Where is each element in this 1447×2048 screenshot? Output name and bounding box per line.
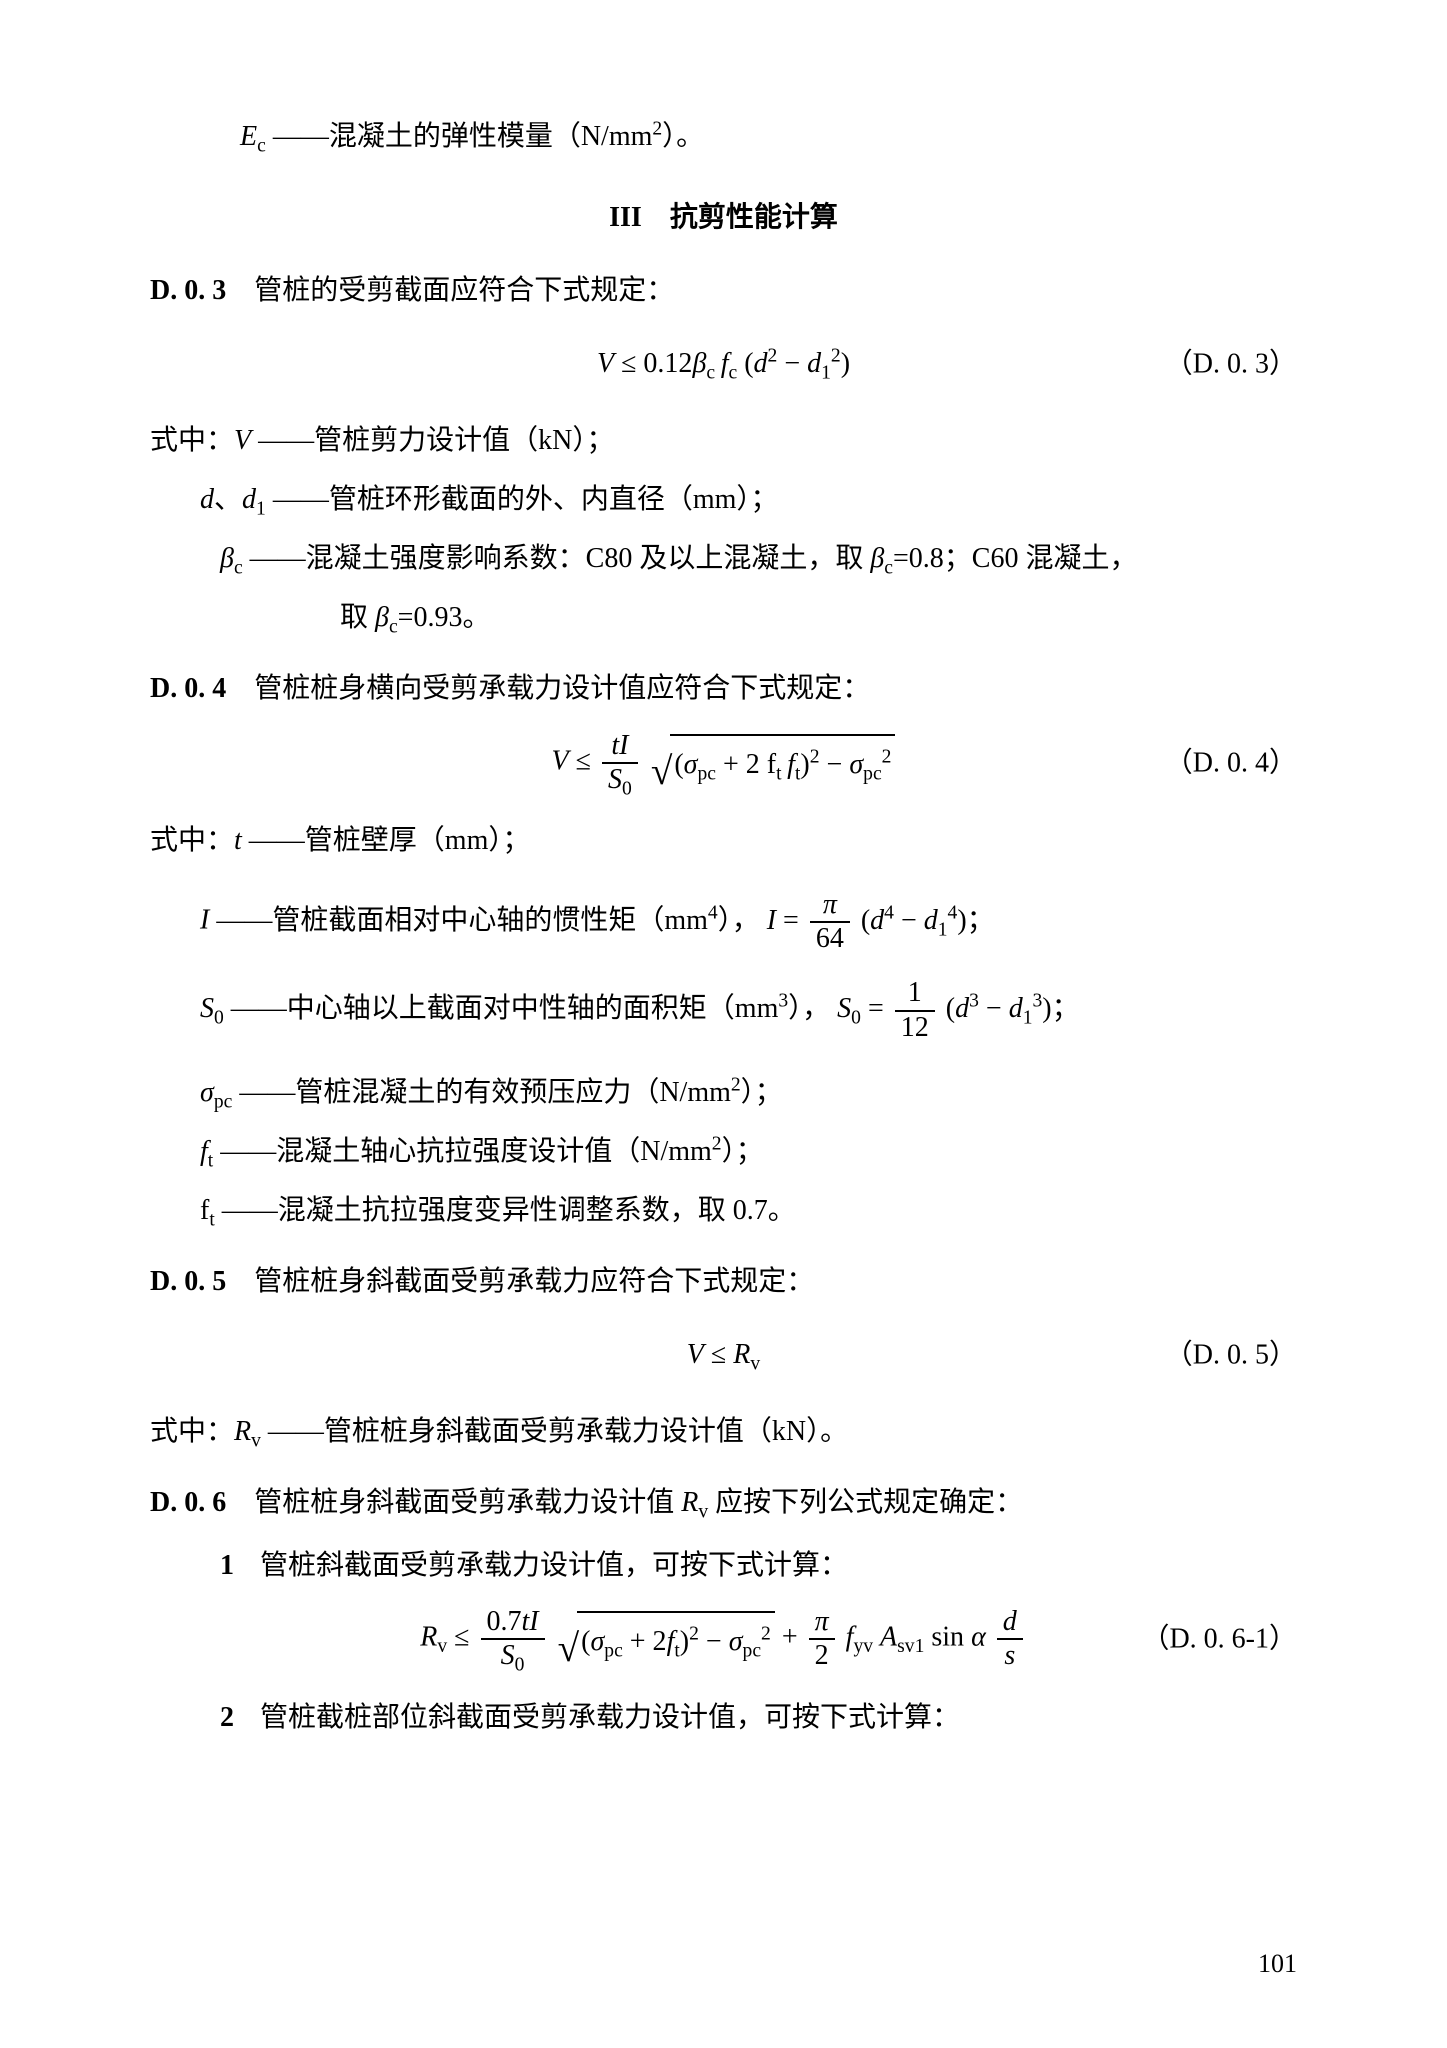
formula-d06-1: Rv ≤ 0.7tIS0 √(σpc + 2ft)2 − σpc2 + π2 f… [150,1606,1297,1672]
where-d03-text-0: ——管桩剪力设计值（kN）； [258,425,614,456]
where-d04: 式中：t ——管桩壁厚（mm）； I ——管桩截面相对中心轴的惯性矩（mm4），… [150,814,1297,1238]
formula-d06-1-tag: （D. 0. 6-1） [1141,1613,1297,1666]
clause-d04-num: D. 0. 4 [150,673,226,704]
formula-d05: V ≤ Rv （D. 0. 5） [150,1323,1297,1387]
formula-d04-tag: （D. 0. 4） [1165,736,1297,789]
where-d03: 式中：V ——管桩剪力设计值（kN）； d、d1 ——管桩环形截面的外、内直径（… [150,414,1297,645]
formula-d06-1-math: Rv ≤ 0.7tIS0 √(σpc + 2ft)2 − σpc2 + π2 f… [420,1606,1027,1672]
where-d04-sym-0: t [234,825,242,856]
where-d04-text-2: ——中心轴以上截面对中性轴的面积矩（mm3）， S0 = 112 (d3 − d… [231,993,1080,1024]
where-d03-sym-0: V [234,425,251,456]
clause-d04-text: 管桩桩身横向受剪承载力设计值应符合下式规定： [226,673,870,704]
formula-d03-math: V ≤ 0.12βc fc (d2 − d12) [597,337,850,390]
d06-item-1-text: 管桩斜截面受剪承载力设计值，可按下式计算： [260,1550,848,1581]
where-d04-text-1: ——管桩截面相对中心轴的惯性矩（mm4）， I = π64 (d4 − d14)… [216,905,994,936]
clause-d06-head: D. 0. 6 管桩桩身斜截面受剪承载力设计值 Rv 应按下列公式规定确定： [150,1476,1297,1529]
where-d05: 式中：Rv ——管桩桩身斜截面受剪承载力设计值（kN）。 [150,1405,1297,1458]
where-d04-text-5: ——混凝土抗拉强度变异性调整系数，取 0.7。 [222,1195,796,1226]
clause-d03-text: 管桩的受剪截面应符合下式规定： [226,275,674,306]
where-label-d05: 式中： [150,1416,234,1447]
where-d04-sym-2: S0 [200,993,224,1024]
section-title: III 抗剪性能计算 [150,191,1297,244]
clause-d03-head: D. 0. 3 管桩的受剪截面应符合下式规定： [150,264,1297,317]
where-d04-text-3: ——管桩混凝土的有效预压应力（N/mm2）； [239,1077,782,1108]
where-d03-text-1: ——管桩环形截面的外、内直径（mm）； [273,484,779,515]
where-d05-sym-0: Rv [234,1416,261,1447]
formula-d04: V ≤ tIS0 √(σpc + 2 ft ft)2 − σpc2 （D. 0.… [150,730,1297,796]
top-definition: Ec ——混凝土的弹性模量（N/mm2）。 [150,110,1297,163]
formula-d03-tag: （D. 0. 3） [1165,337,1297,390]
d06-item-2-num: 2 [220,1691,260,1744]
where-d04-sym-3: σpc [200,1077,232,1108]
where-d03-cont: 取 βc=0.93。 [150,591,1297,644]
top-def-text: ——混凝土的弹性模量（N/mm2）。 [273,121,704,152]
formula-d05-math: V ≤ Rv [687,1328,760,1381]
where-d04-text-4: ——混凝土轴心抗拉强度设计值（N/mm2）； [220,1136,763,1167]
where-d03-line-0: 式中：V ——管桩剪力设计值（kN）； [150,414,1297,467]
d06-item-1-num: 1 [220,1539,260,1592]
where-label-d04: 式中： [150,825,234,856]
d06-item-2: 2管桩截桩部位斜截面受剪承载力设计值，可按下式计算： [150,1691,1297,1744]
where-d04-sym-1: I [200,905,209,936]
formula-d05-tag: （D. 0. 5） [1165,1328,1297,1381]
where-d04-line-5: ft ——混凝土抗拉强度变异性调整系数，取 0.7。 [150,1184,1297,1237]
where-d04-line-0: 式中：t ——管桩壁厚（mm）； [150,814,1297,867]
where-d03-line-1: d、d1 ——管桩环形截面的外、内直径（mm）； [150,473,1297,526]
where-d03-text-2: ——混凝土强度影响系数：C80 及以上混凝土，取 βc=0.8；C60 混凝土， [250,543,1138,574]
page: Ec ——混凝土的弹性模量（N/mm2）。 III 抗剪性能计算 D. 0. 3… [0,0,1447,2048]
where-d04-sym-4: ft [200,1136,213,1167]
where-d04-line-2: S0 ——中心轴以上截面对中性轴的面积矩（mm3）， S0 = 112 (d3 … [150,977,1297,1043]
clause-d04-head: D. 0. 4 管桩桩身横向受剪承载力设计值应符合下式规定： [150,662,1297,715]
where-d04-line-4: ft ——混凝土轴心抗拉强度设计值（N/mm2）； [150,1125,1297,1178]
where-d03-line-2: βc ——混凝土强度影响系数：C80 及以上混凝土，取 βc=0.8；C60 混… [150,532,1297,585]
clause-d05-head: D. 0. 5 管桩桩身斜截面受剪承载力应符合下式规定： [150,1255,1297,1308]
where-d04-line-1: I ——管桩截面相对中心轴的惯性矩（mm4）， I = π64 (d4 − d1… [150,889,1297,955]
where-d04-line-3: σpc ——管桩混凝土的有效预压应力（N/mm2）； [150,1066,1297,1119]
top-def-symbol: Ec [240,121,266,152]
formula-d03: V ≤ 0.12βc fc (d2 − d12) （D. 0. 3） [150,332,1297,396]
d06-item-2-text: 管桩截桩部位斜截面受剪承载力设计值，可按下式计算： [260,1702,960,1733]
where-d03-sym-2: βc [220,543,243,574]
clause-d05-text: 管桩桩身斜截面受剪承载力应符合下式规定： [226,1266,814,1297]
where-d03-sym-1: d、d1 [200,484,266,515]
clause-d06-text: 管桩桩身斜截面受剪承载力设计值 Rv 应按下列公式规定确定： [226,1487,1023,1518]
formula-d04-math: V ≤ tIS0 √(σpc + 2 ft ft)2 − σpc2 [552,730,896,796]
where-d05-text-0: ——管桩桩身斜截面受剪承载力设计值（kN）。 [268,1416,848,1447]
d06-item-1: 1管桩斜截面受剪承载力设计值，可按下式计算： [150,1539,1297,1592]
where-d04-sym-5: ft [200,1195,215,1226]
clause-d05-num: D. 0. 5 [150,1266,226,1297]
where-d05-line-0: 式中：Rv ——管桩桩身斜截面受剪承载力设计值（kN）。 [150,1405,1297,1458]
clause-d06-num: D. 0. 6 [150,1487,226,1518]
clause-d03-num: D. 0. 3 [150,275,226,306]
where-label: 式中： [150,425,234,456]
where-d04-text-0: ——管桩壁厚（mm）； [249,825,531,856]
page-number: 101 [1258,1939,1297,1988]
